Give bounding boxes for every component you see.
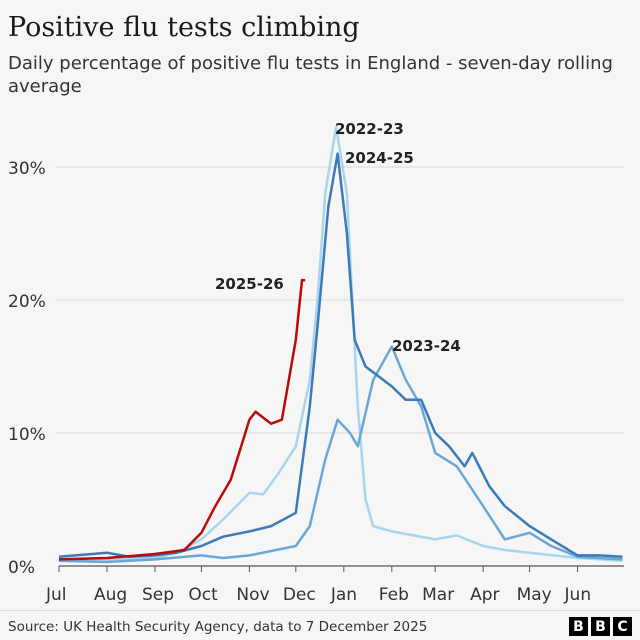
y-tick-label: 0% bbox=[8, 558, 35, 578]
x-tick-label: Jun bbox=[564, 585, 592, 605]
x-tick-label: Apr bbox=[470, 585, 499, 605]
series-label: 2025-26 bbox=[215, 275, 284, 293]
footer: Source: UK Health Security Agency, data … bbox=[0, 610, 640, 640]
x-tick-label: Jul bbox=[45, 585, 67, 605]
y-tick-label: 20% bbox=[8, 292, 46, 312]
x-tick-label: Sep bbox=[142, 585, 174, 605]
series-line-2025-26 bbox=[58, 278, 306, 561]
x-tick-label: May bbox=[517, 585, 552, 605]
series-line-2023-24 bbox=[58, 345, 623, 564]
x-tick-label: Dec bbox=[283, 585, 316, 605]
x-tick-label: Jan bbox=[330, 585, 357, 605]
y-tick-label: 10% bbox=[8, 425, 46, 445]
x-tick-label: Oct bbox=[188, 585, 218, 605]
series-label: 2024-25 bbox=[345, 149, 414, 167]
series-label: 2023-24 bbox=[392, 337, 461, 355]
series-line-2024-25 bbox=[58, 152, 623, 558]
y-tick-label: 30% bbox=[8, 159, 46, 179]
series-label: 2022-23 bbox=[335, 120, 404, 138]
series-line-2022-23 bbox=[59, 125, 623, 562]
x-tick-label: Feb bbox=[379, 585, 409, 605]
chart-subtitle: Daily percentage of positive flu tests i… bbox=[8, 53, 613, 97]
x-tick-label: Mar bbox=[422, 585, 454, 605]
x-tick-label: Nov bbox=[236, 585, 269, 605]
chart-title: Positive flu tests climbing bbox=[8, 12, 360, 43]
x-tick-label: Aug bbox=[94, 585, 127, 605]
source-note: Source: UK Health Security Agency, data … bbox=[8, 619, 428, 635]
